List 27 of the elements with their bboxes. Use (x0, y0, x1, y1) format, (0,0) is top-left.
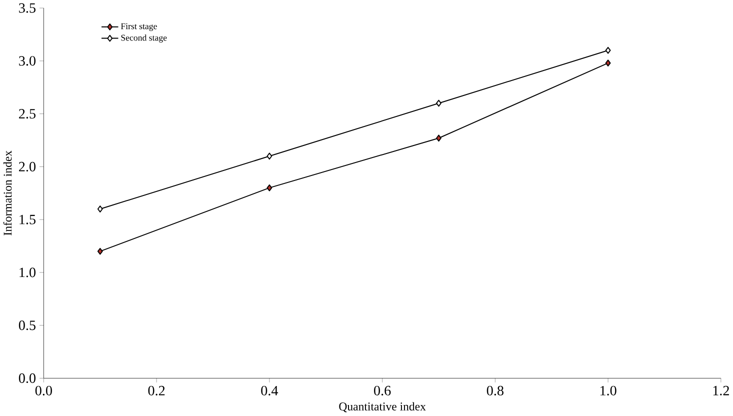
y-tick-label: 3.0 (19, 56, 36, 66)
x-tick-label: 0.0 (35, 386, 52, 396)
point (605, 47, 611, 54)
x-axis-title: Quantitative index (339, 402, 426, 412)
point (97, 248, 103, 255)
point (436, 100, 442, 107)
y-tick-label: 3.5 (19, 4, 36, 14)
x-tick-label: 0.6 (374, 386, 391, 396)
y-tick-label: 0.5 (18, 320, 36, 330)
point (266, 152, 272, 160)
y-tick-label: 2.5 (19, 109, 36, 119)
legend-label: Second stage (121, 34, 167, 43)
x-tick-label: 0.2 (148, 386, 165, 396)
legend-label: First stage (120, 23, 157, 32)
point (97, 206, 103, 213)
x-tick-label: 0.4 (261, 386, 278, 396)
y-tick-label: 0.0 (18, 374, 36, 384)
x-tick-label: 1.2 (713, 386, 729, 396)
point (605, 60, 611, 67)
point (266, 184, 272, 192)
y-tick-label: 1.0 (20, 268, 36, 278)
y-tick-label: 1.5 (20, 215, 36, 225)
y-tick-label: 2.0 (19, 162, 36, 172)
point (436, 134, 442, 142)
y-axis-title: Information index (3, 150, 12, 236)
x-tick-label: 1.0 (600, 386, 616, 396)
x-tick-label: 0.8 (486, 386, 504, 396)
